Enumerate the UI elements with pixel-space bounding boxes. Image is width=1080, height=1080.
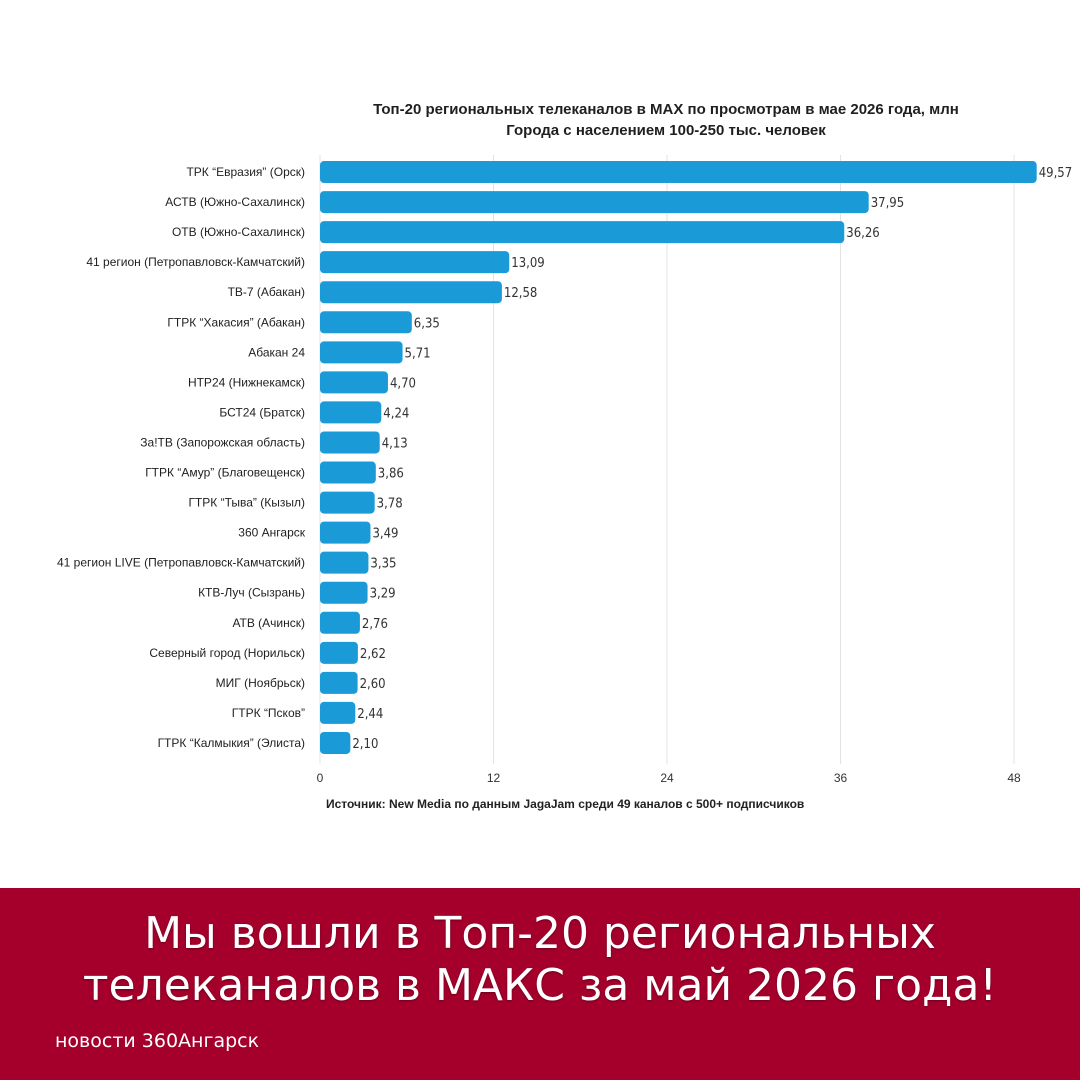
banner-credit: новости 360Ангарск [55, 1030, 260, 1052]
value-label-7: 5,71 [405, 346, 431, 361]
category-label-1: ТРК “Евразия” (Орск) [186, 165, 305, 179]
banner-headline-line-1: Мы вошли в Топ-20 региональных [144, 908, 936, 959]
bar-1 [320, 161, 1037, 184]
bar-8 [320, 371, 388, 394]
value-label-11: 3,86 [378, 467, 404, 482]
value-label-6: 6,35 [414, 316, 440, 331]
category-label-18: МИГ (Ноябрьск) [216, 676, 305, 690]
bar-5 [320, 281, 502, 304]
category-label-17: Северный город (Норильск) [149, 646, 305, 660]
bar-16 [320, 611, 360, 634]
category-label-9: БСТ24 (Братск) [219, 405, 305, 419]
category-label-7: Абакан 24 [248, 345, 305, 359]
value-label-9: 4,24 [383, 406, 409, 421]
category-label-10: За!ТВ (Запорожская область) [140, 435, 305, 449]
bar-19 [320, 701, 356, 724]
value-label-19: 2,44 [357, 707, 383, 722]
category-label-8: НТР24 (Нижнекамск) [188, 375, 305, 389]
value-label-10: 4,13 [382, 436, 408, 451]
x-tick-label-0: 0 [317, 771, 324, 785]
bar-14 [320, 551, 369, 574]
chart-card: Топ-20 региональных телеканалов в MAX по… [57, 101, 1073, 811]
value-label-17: 2,62 [360, 647, 386, 662]
bar-6 [320, 311, 412, 334]
bar-4 [320, 251, 510, 274]
category-label-2: АСТВ (Южно-Сахалинск) [165, 195, 305, 209]
chart-subtitle: Города с населением 100-250 тыс. человек [506, 122, 826, 139]
bar-10 [320, 431, 380, 454]
category-label-11: ГТРК “Амур” (Благовещенск) [145, 466, 305, 480]
chart-title: Топ-20 региональных телеканалов в MAX по… [373, 101, 959, 118]
x-tick-label-12: 12 [487, 771, 501, 785]
value-label-3: 36,26 [846, 226, 879, 241]
value-label-15: 3,29 [370, 587, 396, 602]
category-label-15: КТВ-Луч (Сызрань) [198, 586, 305, 600]
category-label-6: ГТРК “Хакасия” (Абакан) [167, 315, 305, 329]
bar-18 [320, 671, 358, 694]
x-tick-label-48: 48 [1007, 771, 1021, 785]
value-label-18: 2,60 [360, 677, 386, 692]
value-label-8: 4,70 [390, 376, 416, 391]
value-label-12: 3,78 [377, 497, 403, 512]
bar-9 [320, 401, 382, 424]
category-label-12: ГТРК “Тыва” (Кызыл) [188, 496, 305, 510]
category-label-3: ОТВ (Южно-Сахалинск) [172, 225, 305, 239]
value-label-20: 2,10 [352, 737, 378, 752]
bar-2 [320, 191, 869, 214]
banner-headline-line-2: телеканалов в МАКС за май 2026 года! [82, 960, 998, 1011]
value-label-2: 37,95 [871, 196, 904, 211]
value-label-5: 12,58 [504, 286, 537, 301]
value-label-13: 3,49 [372, 527, 398, 542]
x-tick-label-36: 36 [834, 771, 848, 785]
bar-chart: 0 12 24 36 48 ТРК “Евразия” (Орск) 49,57 АСТВ (… [57, 155, 1072, 785]
category-label-16: АТВ (Ачинск) [232, 616, 305, 630]
bar-20 [320, 731, 351, 754]
chart-source: Источник: New Media по данным JagaJam ср… [326, 797, 805, 811]
bar-7 [320, 341, 403, 364]
value-label-1: 49,57 [1039, 166, 1072, 181]
value-label-4: 13,09 [511, 256, 544, 271]
category-label-19: ГТРК “Псков” [232, 706, 305, 720]
value-label-14: 3,35 [370, 557, 396, 572]
promo-banner: Мы вошли в Топ-20 региональных телеканал… [0, 888, 1080, 1080]
category-label-4: 41 регион (Петропавловск-Камчатский) [86, 255, 305, 269]
category-label-20: ГТРК “Калмыкия” (Элиста) [158, 736, 305, 750]
bar-13 [320, 521, 371, 544]
value-label-16: 2,76 [362, 617, 388, 632]
x-tick-label-24: 24 [660, 771, 674, 785]
bar-12 [320, 491, 375, 514]
bar-3 [320, 221, 845, 244]
category-label-14: 41 регион LIVE (Петропавловск-Камчатский… [57, 556, 305, 570]
bar-17 [320, 641, 358, 664]
bar-15 [320, 581, 368, 604]
category-label-13: 360 Ангарск [238, 526, 305, 540]
category-label-5: ТВ-7 (Абакан) [228, 285, 305, 299]
bar-11 [320, 461, 376, 484]
